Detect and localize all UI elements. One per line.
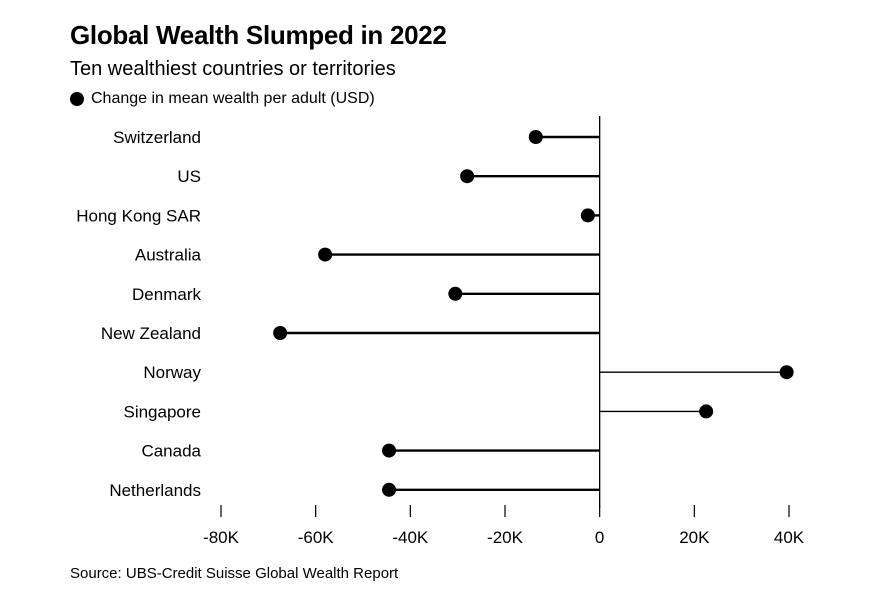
legend: Change in mean wealth per adult (USD) (70, 90, 375, 108)
data-point (580, 208, 595, 223)
x-tick-label: -20K (487, 528, 524, 547)
category-label: Australia (135, 246, 202, 265)
category-label: New Zealand (101, 324, 201, 343)
legend-marker (70, 92, 84, 106)
data-point (273, 326, 288, 340)
data-point (528, 130, 543, 144)
x-tick-label: -40K (392, 528, 429, 547)
source-note: Source: UBS-Credit Suisse Global Wealth … (70, 565, 399, 582)
category-label: Norway (143, 363, 201, 382)
x-tick-label: 20K (679, 528, 710, 547)
x-tick-label: 0 (595, 528, 604, 547)
category-label: Hong Kong SAR (76, 206, 201, 225)
category-label: Denmark (132, 285, 201, 304)
category-label: Singapore (123, 402, 201, 421)
category-label: US (177, 167, 201, 186)
x-tick-label: 40K (774, 528, 805, 547)
data-point (318, 247, 333, 262)
legend-label: Change in mean wealth per adult (USD) (91, 90, 375, 107)
data-point (460, 169, 475, 184)
x-tick-label: -80K (203, 528, 240, 547)
category-label: Canada (141, 442, 201, 461)
data-point (699, 404, 714, 419)
chart-subtitle: Ten wealthiest countries or territories (70, 58, 396, 80)
chart-title: Global Wealth Slumped in 2022 (70, 20, 447, 50)
data-point (382, 443, 397, 458)
data-point (382, 482, 397, 497)
category-label: Netherlands (109, 481, 201, 500)
data-point (779, 365, 794, 380)
category-label: Switzerland (113, 128, 201, 147)
x-tick-label: -60K (298, 528, 335, 547)
data-point (448, 286, 463, 301)
